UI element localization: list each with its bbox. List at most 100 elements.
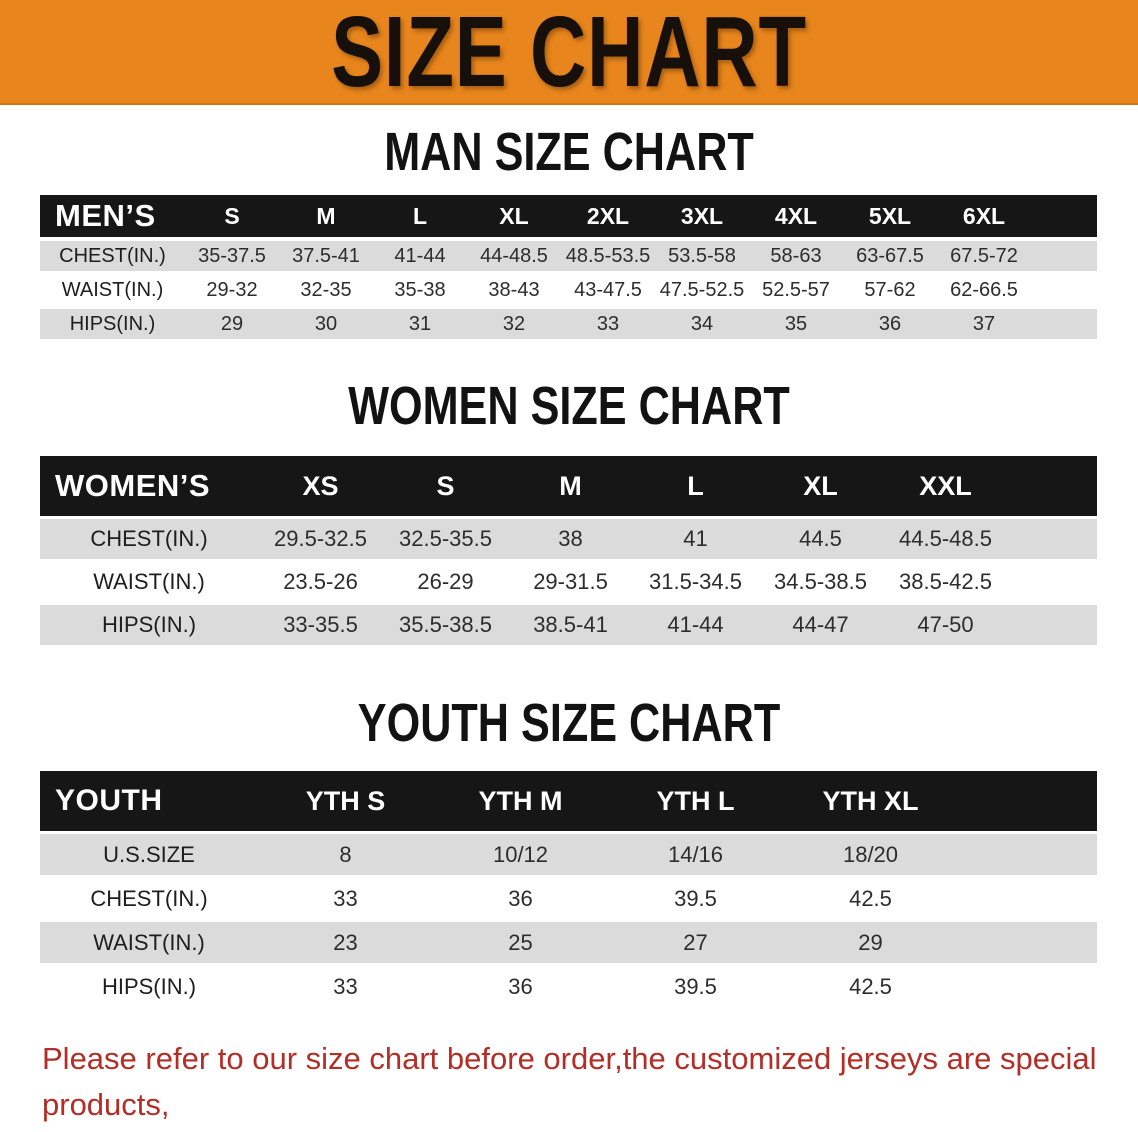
size-value: 18/20 [783, 834, 958, 875]
size-value: 44-48.5 [467, 241, 561, 271]
size-column-header: YTH L [608, 771, 783, 831]
size-value: 41-44 [373, 241, 467, 271]
table-category-label: MEN’S [40, 195, 185, 237]
size-value: 8 [258, 834, 433, 875]
men-section-title-text: MAN SIZE CHART [384, 122, 754, 182]
page-title: SIZE CHART [331, 0, 807, 108]
size-value: 34.5-38.5 [758, 562, 883, 602]
size-value: 58-63 [749, 241, 843, 271]
header-filler [958, 771, 1097, 831]
row-label: HIPS(IN.) [40, 605, 258, 645]
size-value: 41 [633, 519, 758, 559]
size-value: 47-50 [883, 605, 1008, 645]
size-value: 62-66.5 [937, 275, 1031, 305]
size-value: 39.5 [608, 878, 783, 919]
row-label: CHEST(IN.) [40, 241, 185, 271]
row-filler [1031, 275, 1097, 305]
size-column-header: L [633, 456, 758, 516]
disclaimer-line-1: Please refer to our size chart before or… [42, 1041, 1097, 1122]
measurement-row: CHEST(IN.) 29.5-32.5 32.5-35.5 38 41 44.5 44.5… [40, 519, 1097, 559]
row-filler [1008, 605, 1097, 645]
size-value: 44.5-48.5 [883, 519, 1008, 559]
size-column-header: S [383, 456, 508, 516]
size-value: 38 [508, 519, 633, 559]
row-label: WAIST(IN.) [40, 922, 258, 963]
size-column-header: YTH XL [783, 771, 958, 831]
row-label: U.S.SIZE [40, 834, 258, 875]
table-category-label: WOMEN’S [40, 456, 258, 516]
size-value: 33-35.5 [258, 605, 383, 645]
size-value: 32-35 [279, 275, 373, 305]
women-size-table: WOMEN’S XS S M L XL XXL CHEST(IN.) 29.5-32.5 32.5… [40, 453, 1097, 648]
size-value: 63-67.5 [843, 241, 937, 271]
size-column-header: XL [467, 195, 561, 237]
size-column-header: 4XL [749, 195, 843, 237]
measurement-row: U.S.SIZE 8 10/12 14/16 18/20 [40, 834, 1097, 875]
row-filler [958, 966, 1097, 1007]
measurement-row: CHEST(IN.) 35-37.5 37.5-41 41-44 44-48.5 48.5… [40, 241, 1097, 271]
row-label: WAIST(IN.) [40, 562, 258, 602]
size-value: 67.5-72 [937, 241, 1031, 271]
size-value: 31.5-34.5 [633, 562, 758, 602]
size-value: 29 [185, 309, 279, 339]
size-value: 38.5-41 [508, 605, 633, 645]
table-category-label: YOUTH [40, 771, 258, 831]
size-column-header: YTH S [258, 771, 433, 831]
size-value: 30 [279, 309, 373, 339]
measurement-row: WAIST(IN.) 29-32 32-35 35-38 38-43 43-47.5 47.… [40, 275, 1097, 305]
size-value: 26-29 [383, 562, 508, 602]
youth-section-title: YOUTH SIZE CHART [0, 693, 1138, 753]
size-value: 36 [843, 309, 937, 339]
size-value: 33 [561, 309, 655, 339]
measurement-row: HIPS(IN.) 33-35.5 35.5-38.5 38.5-41 41-44 44-… [40, 605, 1097, 645]
size-column-header: 5XL [843, 195, 937, 237]
size-value: 23 [258, 922, 433, 963]
row-filler [1031, 241, 1097, 271]
row-label: CHEST(IN.) [40, 878, 258, 919]
size-column-header: 6XL [937, 195, 1031, 237]
size-column-header: 2XL [561, 195, 655, 237]
measurement-row: WAIST(IN.) 23 25 27 29 [40, 922, 1097, 963]
size-column-header: XS [258, 456, 383, 516]
size-value: 27 [608, 922, 783, 963]
size-value: 10/12 [433, 834, 608, 875]
size-value: 36 [433, 966, 608, 1007]
measurement-row: WAIST(IN.) 23.5-26 26-29 29-31.5 31.5-34.5 34… [40, 562, 1097, 602]
women-section-title-text: WOMEN SIZE CHART [348, 376, 790, 436]
size-value: 38-43 [467, 275, 561, 305]
row-label: WAIST(IN.) [40, 275, 185, 305]
size-value: 31 [373, 309, 467, 339]
size-value: 41-44 [633, 605, 758, 645]
size-value: 39.5 [608, 966, 783, 1007]
disclaimer-line-2: we don't accept cancel, change, teturn o… [42, 1128, 1138, 1132]
size-value: 29 [783, 922, 958, 963]
size-value: 32.5-35.5 [383, 519, 508, 559]
size-value: 37.5-41 [279, 241, 373, 271]
size-column-header: XL [758, 456, 883, 516]
youth-section-title-text: YOUTH SIZE CHART [357, 693, 781, 753]
size-value: 47.5-52.5 [655, 275, 749, 305]
size-value: 44-47 [758, 605, 883, 645]
size-value: 42.5 [783, 966, 958, 1007]
size-column-header: M [279, 195, 373, 237]
size-value: 52.5-57 [749, 275, 843, 305]
size-value: 23.5-26 [258, 562, 383, 602]
size-column-header: 3XL [655, 195, 749, 237]
row-filler [1008, 519, 1097, 559]
size-value: 34 [655, 309, 749, 339]
size-value: 29-31.5 [508, 562, 633, 602]
size-value: 14/16 [608, 834, 783, 875]
measurement-row: CHEST(IN.) 33 36 39.5 42.5 [40, 878, 1097, 919]
size-value: 33 [258, 966, 433, 1007]
row-filler [1031, 309, 1097, 339]
size-value: 35-38 [373, 275, 467, 305]
row-filler [958, 834, 1097, 875]
men-section-title: MAN SIZE CHART [0, 122, 1138, 182]
size-value: 53.5-58 [655, 241, 749, 271]
size-value: 57-62 [843, 275, 937, 305]
size-table-header-row: WOMEN’S XS S M L XL XXL [40, 456, 1097, 516]
size-value: 35-37.5 [185, 241, 279, 271]
men-size-table: MEN’S S M L XL 2XL 3XL 4XL 5XL 6XL CHEST(IN.) 35-37… [40, 191, 1097, 343]
size-value: 29.5-32.5 [258, 519, 383, 559]
